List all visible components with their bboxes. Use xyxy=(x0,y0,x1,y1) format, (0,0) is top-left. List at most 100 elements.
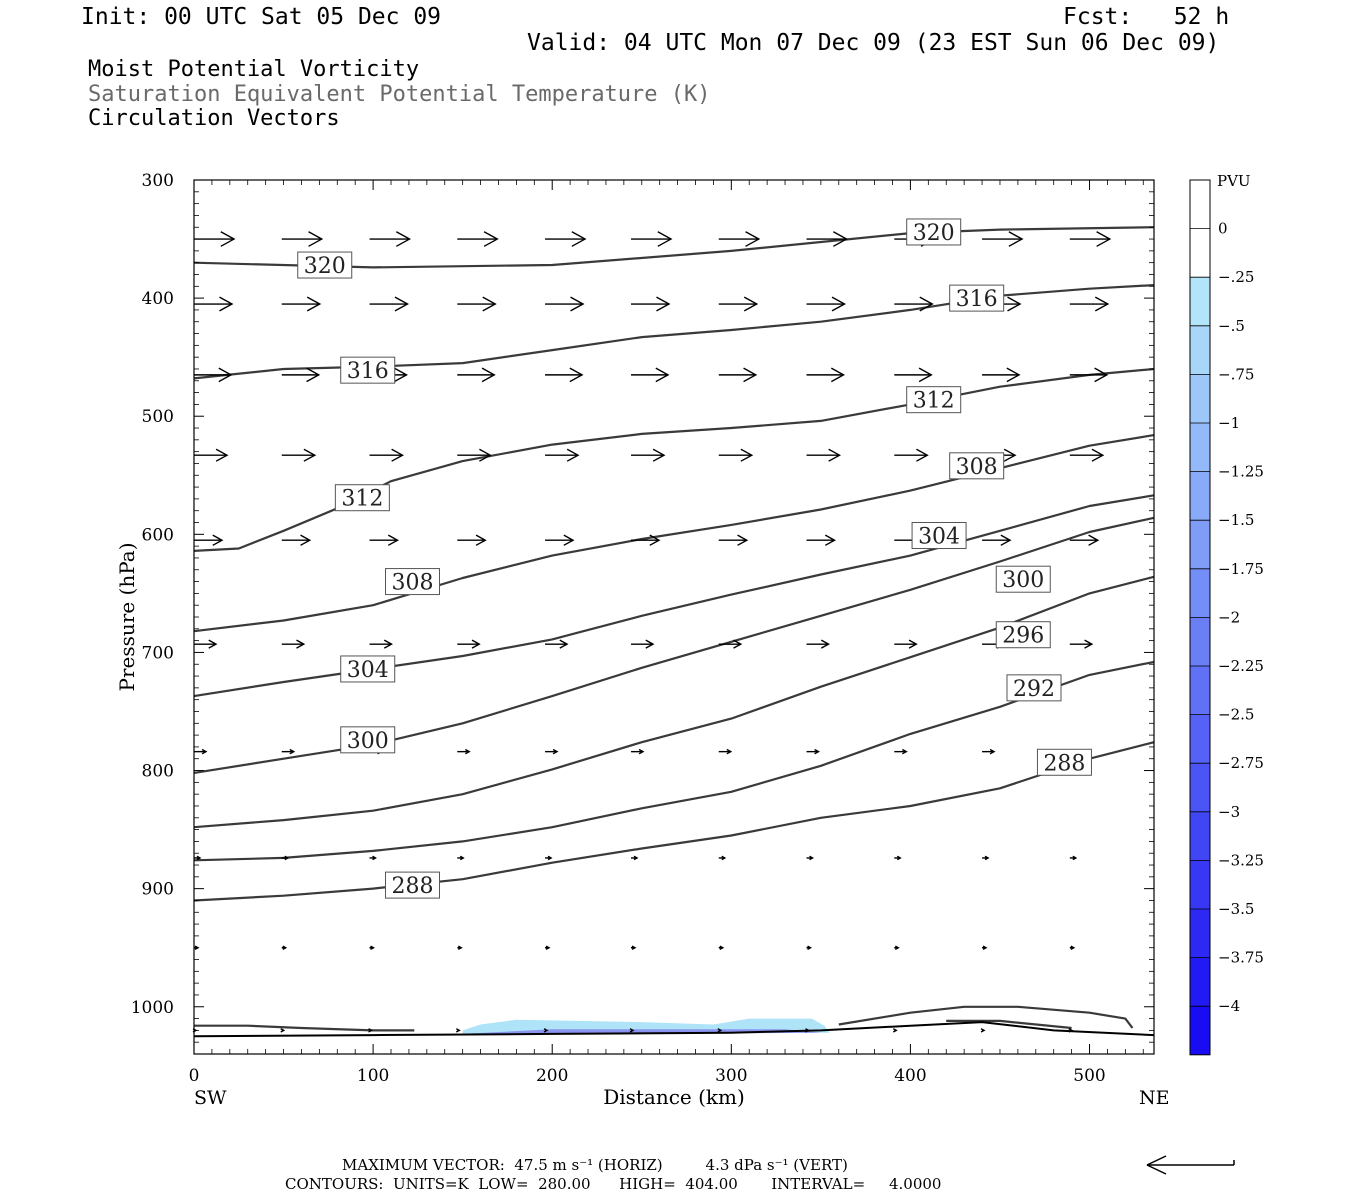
contour-label: 320 xyxy=(304,254,346,279)
circulation-vector-head xyxy=(830,367,845,383)
contour-info: CONTOURS: UNITS=K LOW= 280.00 HIGH= 404.… xyxy=(285,1175,942,1193)
x-axis-label: Distance (km) xyxy=(603,1085,745,1109)
contour-label-box xyxy=(906,218,962,246)
circulation-vector-head xyxy=(459,855,465,861)
circulation-vector-head xyxy=(896,855,902,861)
theta-e-contour xyxy=(193,741,1155,902)
contour-labels: 320 320 316 316 312 312 308 308 304 304 300 300 296 2… xyxy=(297,218,1092,899)
circulation-vector-head xyxy=(892,1028,898,1033)
contour-label-box xyxy=(340,356,396,384)
contour-label: 288 xyxy=(392,874,434,899)
circulation-vector-head xyxy=(370,945,375,950)
circulation-vector-head xyxy=(464,748,471,755)
colorbar-band xyxy=(1190,617,1210,666)
circulation-vector-head xyxy=(208,639,218,649)
colorbar-unit: PVU xyxy=(1217,172,1251,190)
circulation-vector-head xyxy=(824,534,836,546)
contour-label-box xyxy=(1036,748,1092,776)
circulation-vector-head xyxy=(563,534,575,546)
theta-e-contour xyxy=(946,1019,1072,1030)
axis-ticks: 0 100 200 300 400 500 300 400 500 600 700 800 900 100… xyxy=(131,171,1154,1086)
circulation-vectors xyxy=(192,231,1112,1033)
subtitle-thetae: Saturation Equivalent Potential Temperat… xyxy=(88,82,711,107)
reference-vector xyxy=(1146,1155,1235,1175)
x-endpoint-ne: NE xyxy=(1139,1087,1170,1109)
y-tick-label: 900 xyxy=(142,880,174,900)
circulation-vector-head xyxy=(481,367,496,383)
circulation-vector-head xyxy=(820,639,830,649)
circulation-vector-head xyxy=(569,367,584,383)
colorbar-band xyxy=(1190,957,1210,1007)
contour-label-box xyxy=(385,568,441,596)
circulation-vector-head xyxy=(1068,1028,1074,1033)
circulation-vector-head xyxy=(547,855,553,861)
circulation-vector-head xyxy=(652,448,666,462)
circulation-vector-head xyxy=(280,1028,286,1033)
colorbar-label: −.25 xyxy=(1218,268,1254,286)
circulation-vector-head xyxy=(814,748,820,755)
colorbar-band xyxy=(1190,471,1210,521)
colorbar-label: −2.5 xyxy=(1218,706,1254,724)
circulation-vector-head xyxy=(721,855,727,861)
contour-label-box xyxy=(949,284,1005,312)
circulation-vector-head xyxy=(982,945,988,950)
colorbar-label: −3.75 xyxy=(1218,949,1264,967)
colorbar-band xyxy=(1190,228,1210,278)
colorbar-label: −.75 xyxy=(1218,365,1254,383)
contour-label: 296 xyxy=(1002,624,1044,649)
circulation-vector-head xyxy=(649,534,661,546)
circulation-vector-head xyxy=(1094,367,1109,383)
circulation-vector-head xyxy=(383,639,393,649)
colorbar-band xyxy=(1190,325,1210,375)
circulation-vector-head xyxy=(566,448,580,462)
y-tick-label: 400 xyxy=(142,289,174,309)
x-tick-label: 200 xyxy=(536,1066,568,1086)
circulation-vector-head xyxy=(740,448,754,462)
init-time: Init: 00 UTC Sat 05 Dec 09 xyxy=(81,4,442,30)
contour-label-box xyxy=(340,726,396,754)
contour-label-box xyxy=(334,484,390,512)
circulation-vector-head xyxy=(282,945,288,950)
circulation-vector-head xyxy=(483,231,499,247)
circulation-vector-head xyxy=(196,855,202,861)
circulation-vector-head xyxy=(902,748,908,755)
contour-label-box xyxy=(340,655,396,683)
circulation-vector-head xyxy=(919,296,934,312)
max-vector-note: MAXIMUM VECTOR: 47.5 m s⁻¹ (HORIZ) 4.3 d… xyxy=(342,1156,848,1174)
circulation-vector-head xyxy=(743,296,759,312)
circulation-vector-head xyxy=(805,1028,810,1033)
circulation-vector-head xyxy=(629,1028,635,1033)
theta-e-contour xyxy=(194,1024,415,1032)
circulation-vector-head xyxy=(571,231,587,247)
theta-e-contour xyxy=(193,226,1155,269)
contour-label: 300 xyxy=(1002,568,1044,593)
circulation-vector-head xyxy=(1096,231,1112,247)
forecast-hour: Fcst: 52 h xyxy=(1063,4,1230,30)
contour-label: 292 xyxy=(1013,677,1055,702)
circulation-vector-head xyxy=(543,1028,549,1033)
colorbar-band xyxy=(1190,423,1210,472)
circulation-vector-head xyxy=(455,1028,461,1033)
colorbar-band xyxy=(1190,1006,1210,1055)
colorbar-band xyxy=(1190,811,1210,861)
circulation-vector-head xyxy=(394,296,409,312)
contour-label: 320 xyxy=(913,221,955,246)
circulation-vector-head xyxy=(289,748,296,755)
colorbar-band xyxy=(1190,860,1210,909)
circulation-vector-head xyxy=(918,367,933,383)
colorbar-band xyxy=(1190,568,1210,618)
circulation-vector-head xyxy=(894,945,900,950)
circulation-vector-head xyxy=(1000,534,1012,546)
circulation-vector-head xyxy=(1070,945,1076,950)
x-tick-label: 300 xyxy=(715,1066,747,1086)
circulation-vector-head xyxy=(1072,855,1078,861)
theta-e-contour xyxy=(193,434,1155,633)
circulation-vector-head xyxy=(719,945,725,950)
colorbar-label: −4 xyxy=(1218,997,1240,1015)
circulation-vector-head xyxy=(395,231,411,247)
circulation-vector-head xyxy=(482,296,497,312)
circulation-vector-head xyxy=(1008,231,1024,247)
circulation-vector-head xyxy=(809,855,814,861)
contour-label: 304 xyxy=(347,658,389,683)
y-tick-label: 600 xyxy=(142,525,174,545)
